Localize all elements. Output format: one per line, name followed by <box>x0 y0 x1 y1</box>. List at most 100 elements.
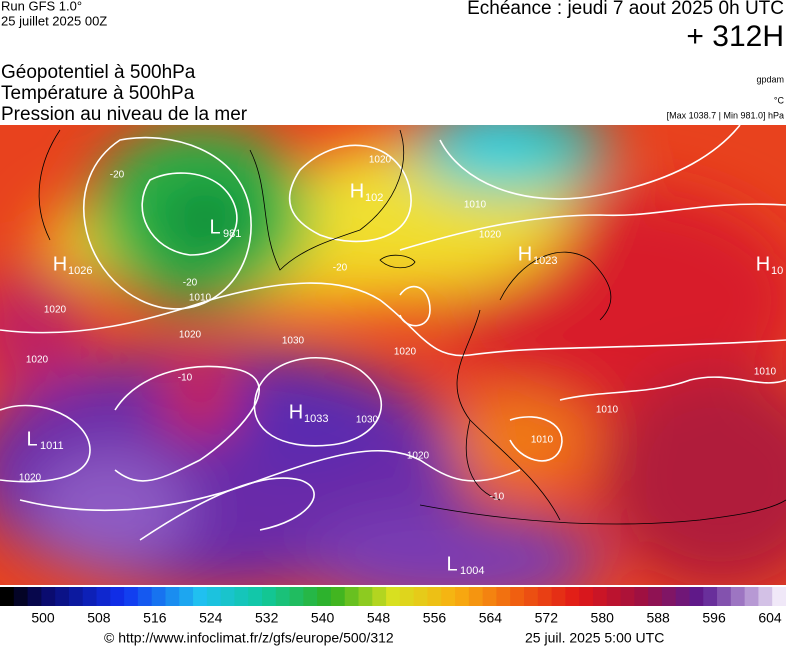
scale-cell <box>55 587 70 606</box>
scale-cell <box>68 587 84 606</box>
scale-cell <box>206 587 222 606</box>
scale-label: 596 <box>702 610 726 626</box>
scale-cell <box>496 587 511 606</box>
valid-time: Echéance : jeudi 7 aout 2025 0h UTC <box>467 0 784 19</box>
scale-cell <box>344 587 360 606</box>
scale-cell <box>13 587 29 606</box>
scale-cell <box>510 587 525 606</box>
center-type: H <box>350 180 364 202</box>
center-type: H <box>289 401 303 423</box>
center-value: 1023 <box>533 255 557 267</box>
unit-label: gpdam <box>756 74 784 84</box>
isoline-label: -20 <box>110 170 125 181</box>
center-type: H <box>518 243 532 265</box>
isobars <box>0 125 786 541</box>
scale-cell <box>262 587 277 606</box>
isoline-label: -10 <box>178 373 193 384</box>
scale-label: 556 <box>423 610 447 626</box>
lead-time: + 312H <box>686 20 784 53</box>
scale-cell <box>82 587 98 606</box>
isoline-label: -20 <box>183 278 198 289</box>
scale-cell <box>620 587 635 606</box>
scale-cell <box>358 587 373 606</box>
scale-cell <box>289 587 304 606</box>
isoline-label: -10 <box>490 492 505 503</box>
scale-label: 500 <box>31 610 55 626</box>
field-label: Température à 500hPa <box>1 83 195 104</box>
scale-cell <box>303 587 318 606</box>
scale-cell <box>579 587 594 606</box>
scale-cell <box>179 587 194 606</box>
scale-cell <box>41 587 56 606</box>
scale-cell <box>220 587 235 606</box>
isoline-label: 1020 <box>369 155 392 166</box>
color-scale: 500 508 516 524 532 540 548 556 564 572 580 588 596 6… <box>0 587 786 626</box>
scale-cell <box>455 587 470 606</box>
center-value: 10 <box>771 265 783 277</box>
center-type: H <box>756 253 770 275</box>
scale-cell <box>137 587 153 606</box>
isoline-label: 1020 <box>44 305 67 316</box>
scale-cell <box>441 587 456 606</box>
field-label: Géopotentiel à 500hPa <box>1 62 196 83</box>
scale-cell <box>275 587 291 606</box>
scale-cell <box>482 587 497 606</box>
scale-cell <box>193 587 208 606</box>
scale-cell <box>248 587 263 606</box>
scale-cell <box>606 587 622 606</box>
center-type: L <box>209 216 220 238</box>
scale-cell <box>165 587 180 606</box>
center-value: 1011 <box>40 440 64 452</box>
isoline-label: 1020 <box>19 473 42 484</box>
scale-cell <box>317 587 332 606</box>
scale-cell <box>744 587 759 606</box>
isoline-label: 1020 <box>479 230 502 241</box>
scale-cell <box>648 587 663 606</box>
isoline-label: 1010 <box>596 405 619 416</box>
scale-cell <box>730 587 746 606</box>
scale-cell <box>0 587 15 606</box>
center-value: 1033 <box>304 413 328 425</box>
scale-cell <box>386 587 401 606</box>
scale-label: 604 <box>758 610 782 626</box>
center-type: L <box>26 428 37 450</box>
scale-label: 532 <box>255 610 279 626</box>
unit-label: °C <box>774 95 785 105</box>
scale-cell <box>124 587 139 606</box>
scale-cell <box>717 587 732 606</box>
isoline-label: 1030 <box>356 415 379 426</box>
isoline-label: -20 <box>333 263 348 274</box>
scale-cell <box>689 587 704 606</box>
field-label: Pression au niveau de la mer <box>1 104 248 125</box>
scale-cell <box>524 587 539 606</box>
scale-cell <box>592 587 608 606</box>
scale-cell <box>399 587 415 606</box>
center-type: L <box>446 553 457 575</box>
run-label: Run GFS 1.0° <box>1 0 82 13</box>
scale-cell <box>468 587 484 606</box>
isoline-label: 1010 <box>531 435 554 446</box>
isoline-label: 1030 <box>282 336 305 347</box>
scale-label: 524 <box>199 610 223 626</box>
footer-time: 25 juil. 2025 5:00 UTC <box>525 630 664 646</box>
center-value: 981 <box>223 228 241 240</box>
isoline-label: 1010 <box>754 367 777 378</box>
coastlines <box>38 129 786 525</box>
scale-cell <box>634 587 649 606</box>
scale-cell <box>330 587 346 606</box>
center-value: 1004 <box>460 565 484 577</box>
scale-cell <box>234 587 249 606</box>
isoline-label: 1020 <box>394 347 417 358</box>
isoline-label: 1020 <box>179 330 202 341</box>
scale-label: 548 <box>367 610 391 626</box>
scale-cell <box>372 587 387 606</box>
scale-cell <box>758 587 773 606</box>
isoline-labels: 1020 1010 1020 1020 1030 1020 1020 1030 1020 1020… <box>19 155 777 503</box>
isoline-label: 1020 <box>26 355 49 366</box>
pressure-range: [Max 1038.7 | Min 981.0] hPa <box>667 110 784 120</box>
isoline-label: 1020 <box>407 451 430 462</box>
